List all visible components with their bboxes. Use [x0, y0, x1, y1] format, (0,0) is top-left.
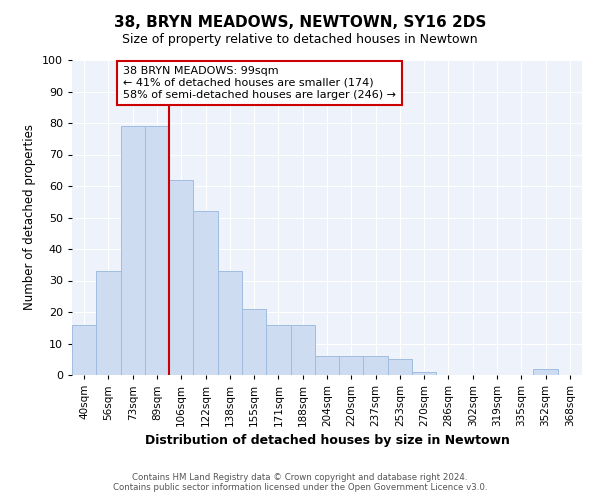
Bar [339, 356, 364, 375]
X-axis label: Distribution of detached houses by size in Newtown: Distribution of detached houses by size … [145, 434, 509, 448]
Bar [315, 356, 339, 375]
Bar [96, 271, 121, 375]
Bar [145, 126, 169, 375]
Bar [218, 271, 242, 375]
Bar [121, 126, 145, 375]
Bar [169, 180, 193, 375]
Text: Size of property relative to detached houses in Newtown: Size of property relative to detached ho… [122, 32, 478, 46]
Text: Contains HM Land Registry data © Crown copyright and database right 2024.
Contai: Contains HM Land Registry data © Crown c… [113, 473, 487, 492]
Text: 38 BRYN MEADOWS: 99sqm
← 41% of detached houses are smaller (174)
58% of semi-de: 38 BRYN MEADOWS: 99sqm ← 41% of detached… [123, 66, 396, 100]
Text: 38, BRYN MEADOWS, NEWTOWN, SY16 2DS: 38, BRYN MEADOWS, NEWTOWN, SY16 2DS [114, 15, 486, 30]
Bar [533, 368, 558, 375]
Bar [266, 324, 290, 375]
Y-axis label: Number of detached properties: Number of detached properties [23, 124, 37, 310]
Bar [364, 356, 388, 375]
Bar [412, 372, 436, 375]
Bar [242, 309, 266, 375]
Bar [72, 324, 96, 375]
Bar [193, 211, 218, 375]
Bar [388, 359, 412, 375]
Bar [290, 324, 315, 375]
